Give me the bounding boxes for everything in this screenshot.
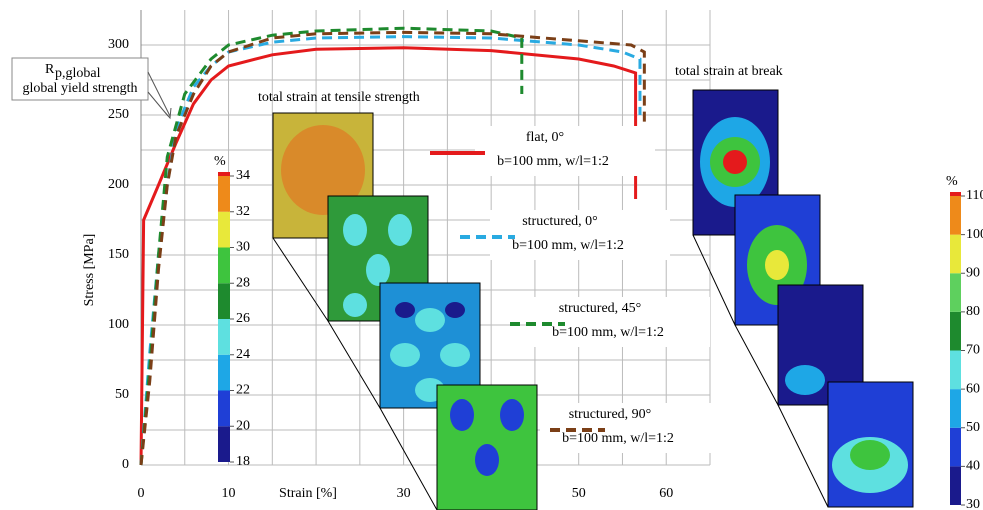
colorbar-top	[218, 172, 230, 176]
colorbar-band	[950, 312, 961, 351]
y-tick-label: 200	[108, 177, 129, 192]
colorbar-tick-label: 40	[966, 459, 980, 474]
legend-label: structured, 90°	[569, 407, 652, 422]
colorbar-tick-label: 100	[966, 227, 983, 242]
legend-label-detail: b=100 mm, w/l=1:2	[562, 431, 674, 446]
colorbar-tick-label: 50	[966, 420, 980, 435]
legend-label-detail: b=100 mm, w/l=1:2	[512, 238, 624, 253]
colorbar-band	[950, 235, 961, 274]
colorbar-band	[218, 391, 230, 427]
break-map-4	[828, 382, 913, 507]
strain-map-4	[437, 385, 537, 510]
y-tick-label: 0	[122, 457, 129, 472]
colorbar-band	[218, 426, 230, 462]
legend-label-detail: b=100 mm, w/l=1:2	[497, 154, 609, 169]
colorbar-tick-label: 22	[236, 383, 250, 398]
colorbar-tick-label: 70	[966, 343, 980, 358]
colorbar-tick-label: 30	[966, 497, 980, 510]
colorbar-tick-label: 60	[966, 381, 980, 396]
legend-label: flat, 0°	[526, 130, 564, 145]
colorbar-tick-label: 80	[966, 304, 980, 319]
colorbar-band	[950, 428, 961, 467]
colorbar-band	[950, 389, 961, 428]
colorbar-tick-label: 90	[966, 265, 980, 280]
colorbar-band	[950, 351, 961, 390]
x-axis-label-group: Strain [%]	[268, 484, 348, 504]
colorbar-band	[950, 466, 961, 505]
legend-label-detail: b=100 mm, w/l=1:2	[552, 325, 664, 340]
colorbar-tick-label: 32	[236, 204, 250, 219]
colorbar-top	[950, 192, 961, 196]
colorbar-band	[218, 248, 230, 284]
annotation-yield: global yield strength	[22, 81, 137, 96]
legend-label: structured, 0°	[522, 214, 598, 229]
colorbar-tick-label: 18	[236, 454, 250, 469]
y-tick-label: 50	[115, 387, 129, 402]
colorbar-tick-label: 24	[236, 347, 250, 362]
colorbar-tick-label: 28	[236, 275, 250, 290]
x-tick-label: 0	[138, 486, 145, 501]
colorbar-band	[950, 273, 961, 312]
annotation-r-subscript: p,global	[55, 66, 101, 81]
colorbar-band	[218, 319, 230, 355]
annotation-break: total strain at break	[675, 64, 783, 79]
colorbar-tick-label: 20	[236, 418, 250, 433]
annotation-r: R	[45, 62, 55, 77]
y-tick-label: 250	[108, 107, 129, 122]
colorbar-label: %	[946, 174, 958, 189]
y-tick-label: 300	[108, 37, 129, 52]
colorbar-tick-label: 34	[236, 168, 250, 183]
x-tick-label: 30	[397, 486, 411, 501]
x-axis-label: Strain [%]	[279, 486, 337, 501]
y-tick-label: 100	[108, 317, 129, 332]
x-tick-label: 60	[659, 486, 673, 501]
x-tick-label: 10	[222, 486, 236, 501]
colorbar-band	[218, 212, 230, 248]
y-axis-label: Stress [MPa]	[82, 234, 97, 307]
colorbar-band	[950, 196, 961, 235]
colorbar-band	[218, 283, 230, 319]
x-tick-label: 50	[572, 486, 586, 501]
y-tick-label: 150	[108, 247, 129, 262]
annotation-arrow	[148, 72, 171, 118]
colorbar-band	[218, 176, 230, 212]
colorbar-tick-label: 110	[966, 188, 983, 203]
annotation-tensile: total strain at tensile strength	[258, 90, 420, 105]
colorbar-tick-label: 26	[236, 311, 250, 326]
chart: 0 50 100 150 200 250 300 0 10 20 30 40 50 60 Strain [%…	[0, 0, 983, 510]
legend-label: structured, 45°	[559, 301, 642, 316]
colorbar-band	[218, 355, 230, 391]
colorbar-tick-label: 30	[236, 240, 250, 255]
colorbar-label: %	[214, 154, 226, 169]
